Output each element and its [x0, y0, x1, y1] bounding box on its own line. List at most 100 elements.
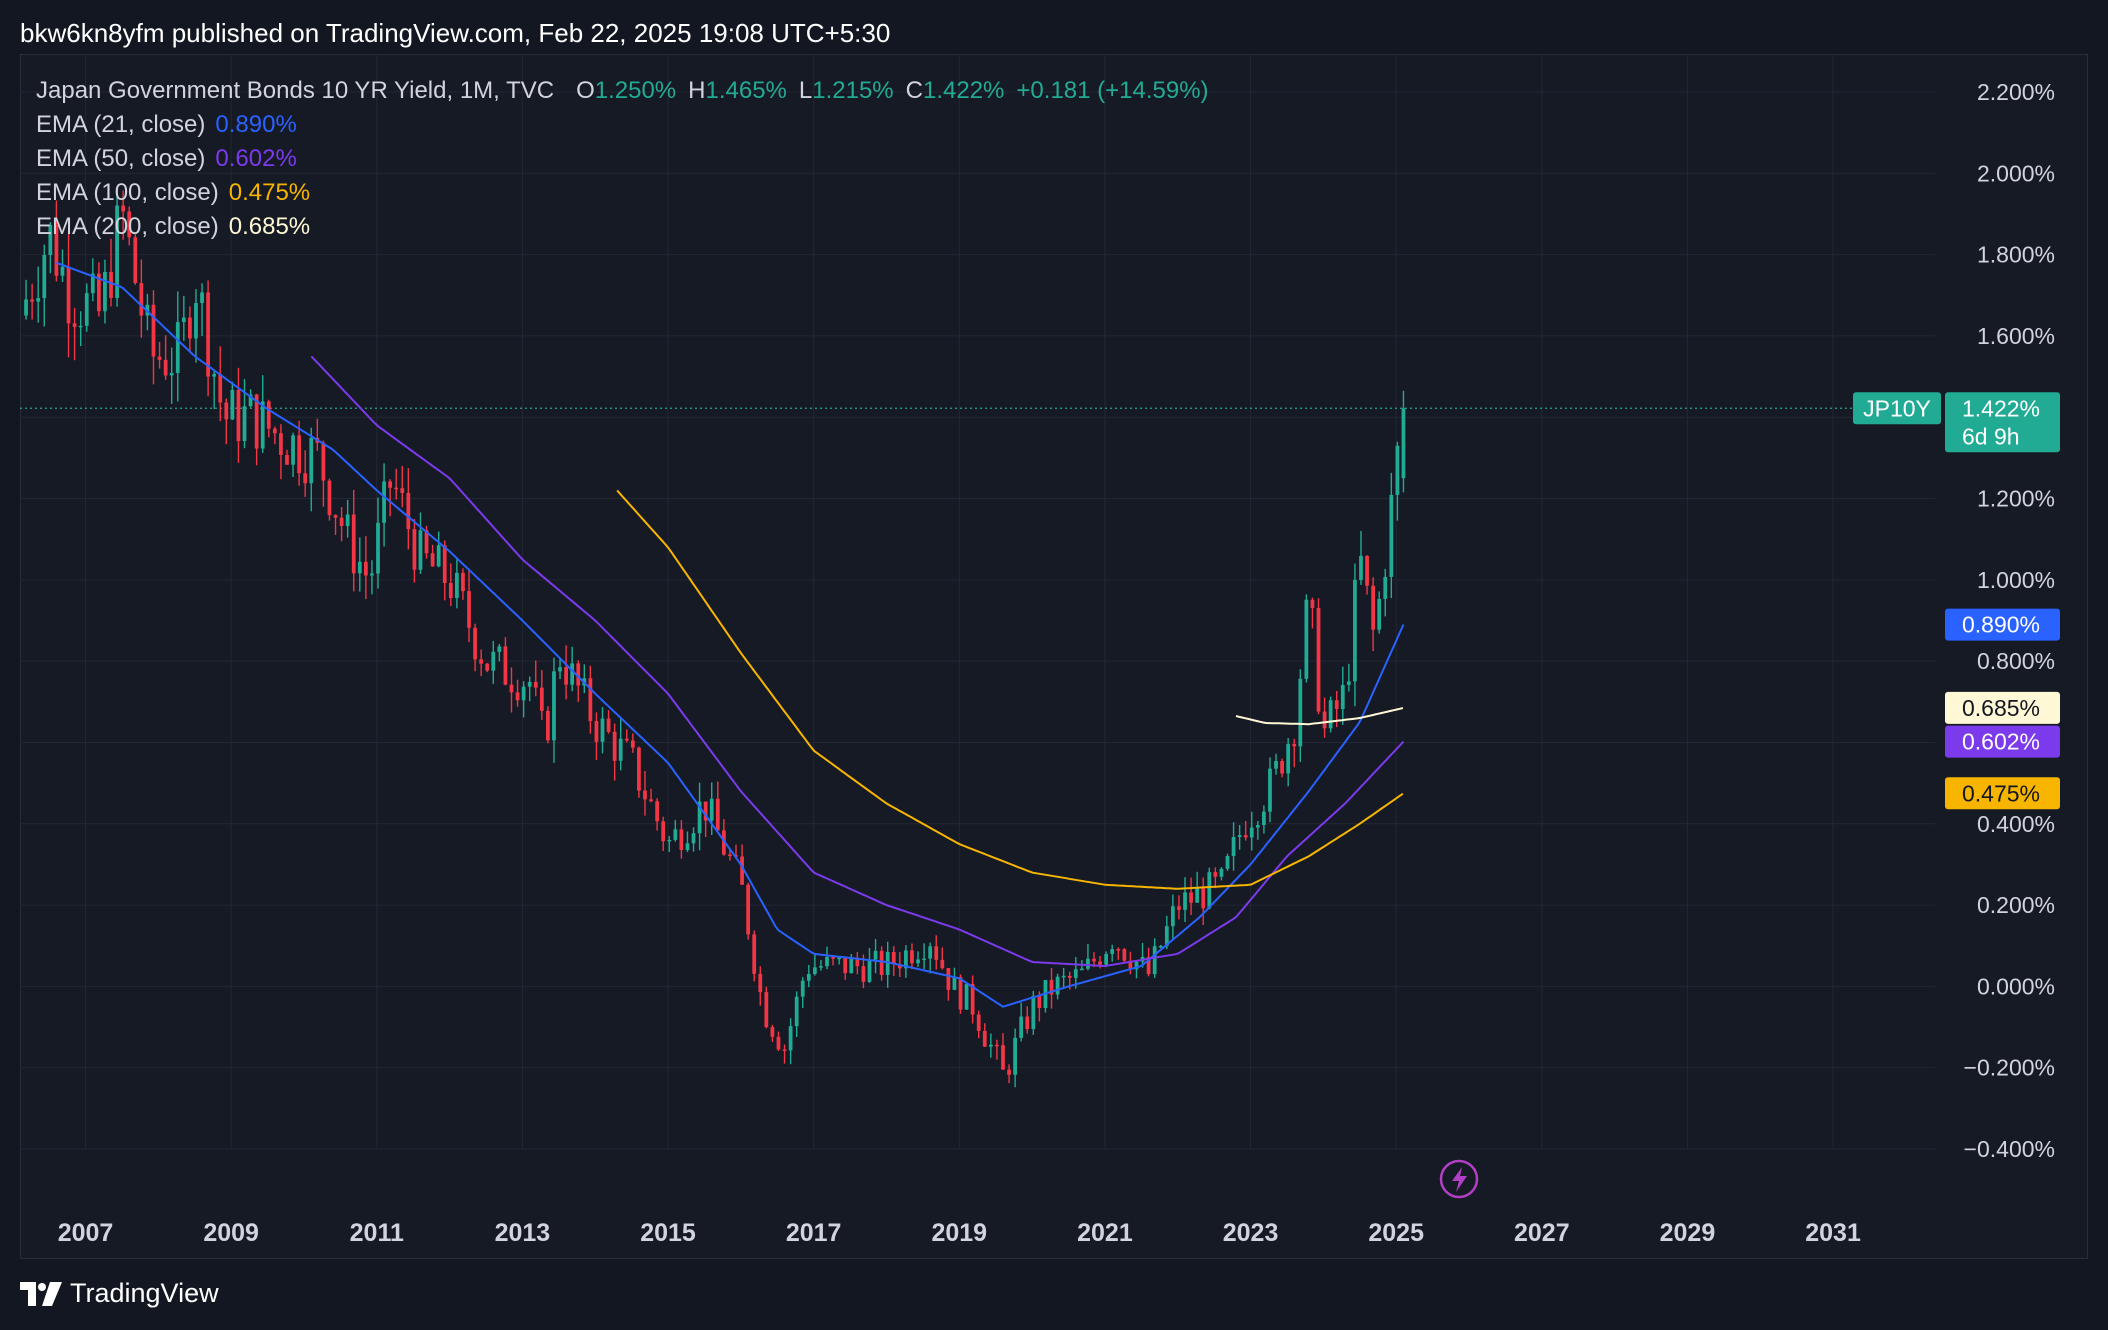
candle-body — [1116, 949, 1121, 951]
ohlc-open-key: O — [576, 77, 595, 104]
grid — [20, 54, 1935, 1150]
candle-body — [90, 273, 95, 294]
candle-body — [849, 958, 854, 974]
candle-body — [1067, 975, 1072, 978]
candle-body — [928, 946, 933, 959]
candle-body — [1346, 681, 1351, 685]
candle-body — [946, 968, 951, 990]
y-tick-label: 2.200% — [1977, 79, 2055, 105]
candle-body — [1104, 953, 1109, 965]
legend-ema50-row[interactable]: EMA (50, close) 0.602% — [36, 142, 1209, 176]
candle-body — [673, 829, 678, 840]
candle-body — [48, 224, 53, 255]
publisher-line: bkw6kn8yfm published on TradingView.com,… — [20, 18, 891, 48]
candle-body — [594, 721, 599, 742]
footer-brand[interactable]: TradingView — [20, 1278, 219, 1309]
candle-body — [800, 980, 805, 997]
candle-body — [819, 966, 823, 968]
candle-body — [1007, 1069, 1011, 1075]
y-tick-label: 1.800% — [1977, 242, 2055, 268]
candle-body — [66, 266, 71, 324]
candle-body — [1292, 743, 1297, 747]
ohlc-low-value: 1.215% — [812, 77, 894, 104]
ohlc-high-value: 1.465% — [705, 77, 787, 104]
candle-body — [1389, 494, 1394, 577]
candle-body — [813, 967, 817, 975]
candle-body — [612, 731, 617, 761]
legend-ema200-row[interactable]: EMA (200, close) 0.685% — [36, 210, 1209, 244]
candle-body — [1334, 700, 1339, 709]
candle-body — [679, 829, 684, 851]
candle-body — [558, 667, 562, 672]
candle-body — [564, 667, 568, 685]
candle-body — [1243, 835, 1248, 838]
x-tick-label: 2011 — [350, 1219, 404, 1247]
candle-body — [867, 959, 872, 982]
candle-body — [897, 964, 902, 969]
candle-body — [1164, 926, 1169, 946]
ohlc-high-key: H — [688, 77, 706, 104]
ema50-label: EMA (50, close) — [36, 145, 206, 172]
candle-body — [509, 684, 514, 693]
candle-body — [236, 389, 241, 442]
candle-body — [115, 205, 119, 298]
candle-body — [60, 266, 65, 276]
candle-body — [345, 514, 350, 526]
candle-body — [406, 492, 411, 530]
candle-body — [776, 1036, 781, 1050]
candle-body — [691, 833, 696, 844]
candle-body — [1231, 836, 1236, 857]
candle-body — [254, 394, 259, 449]
y-tick-label: 0.800% — [1977, 648, 2055, 674]
candle-body — [1195, 888, 1200, 903]
candle-body — [1219, 868, 1224, 877]
ema50-value: 0.602% — [215, 145, 297, 172]
y-tick-label: −0.400% — [1964, 1136, 2055, 1162]
candle-body — [533, 681, 538, 688]
candle-body — [1073, 969, 1078, 978]
candle-body — [1146, 957, 1151, 975]
candle-body — [685, 843, 690, 851]
candle-body — [1377, 598, 1382, 630]
legend-instrument-row[interactable]: Japan Government Bonds 10 YR Yield, 1M, … — [36, 74, 1209, 108]
candle-body — [1268, 768, 1272, 812]
candle-body — [1049, 979, 1054, 995]
candle-body — [667, 839, 672, 842]
candle-body — [491, 651, 496, 671]
candle-body — [709, 798, 714, 821]
candle-body — [97, 273, 101, 312]
candle-body — [752, 934, 757, 974]
ema21-label: EMA (21, close) — [36, 111, 206, 138]
legend-ema21-row[interactable]: EMA (21, close) 0.890% — [36, 108, 1209, 142]
legend-ema100-row[interactable]: EMA (100, close) 0.475% — [36, 176, 1209, 210]
ema200-label: EMA (200, close) — [36, 213, 219, 240]
candle-body — [1037, 995, 1042, 1008]
candle-body — [151, 304, 156, 357]
ema100-badge — [1945, 777, 2060, 810]
candle-body — [1371, 585, 1376, 630]
symbol-badge — [1853, 392, 1941, 425]
y-tick-label: 0.000% — [1977, 973, 2055, 999]
y-tick-label: 1.600% — [1977, 323, 2055, 349]
ema21-value: 0.890% — [215, 111, 297, 138]
candle-body — [806, 974, 811, 981]
last-price-badge — [1945, 392, 2060, 453]
x-tick-label: 2009 — [203, 1219, 259, 1247]
candle-body — [910, 950, 914, 964]
candle-body — [461, 572, 465, 592]
tradingview-logo-icon — [20, 1281, 62, 1306]
candle-body — [1019, 1016, 1024, 1038]
candle-body — [1189, 892, 1193, 903]
candle-body — [1031, 995, 1036, 1030]
candle-body — [394, 487, 399, 490]
ema100-badge-text: 0.475% — [1962, 780, 2040, 806]
candle-body — [309, 437, 314, 484]
flash-icon[interactable] — [1439, 1159, 1479, 1199]
candle-body — [473, 627, 477, 660]
candle-body — [527, 681, 532, 687]
candle-body — [940, 959, 945, 969]
x-tick-label: 2021 — [1077, 1219, 1133, 1247]
candle-body — [539, 687, 544, 711]
candle-body — [643, 790, 647, 800]
